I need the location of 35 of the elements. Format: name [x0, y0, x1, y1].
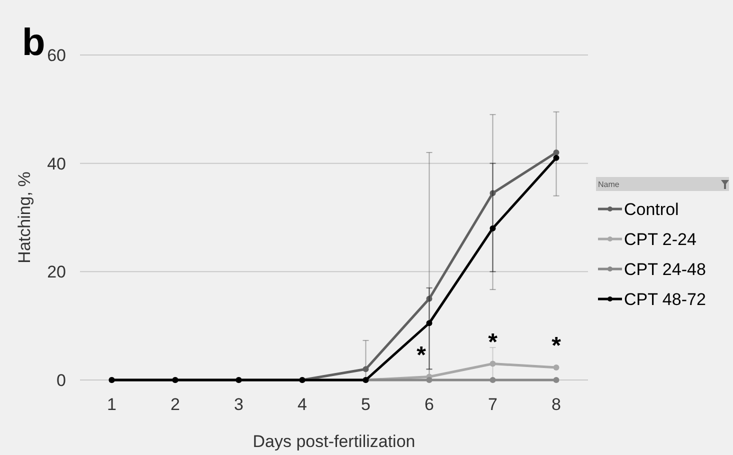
point — [553, 154, 560, 161]
y-tick-label: 60 — [47, 46, 66, 65]
point — [553, 364, 560, 371]
legend-title: Name — [598, 180, 620, 189]
x-tick-label: 5 — [361, 395, 370, 414]
y-tick-label: 20 — [47, 262, 66, 282]
point — [426, 377, 432, 383]
x-tick-label: 1 — [107, 395, 116, 414]
chart-title: b — [22, 22, 46, 64]
x-tick-label: 4 — [298, 395, 307, 414]
x-tick-label: 8 — [552, 395, 561, 414]
point — [490, 190, 496, 196]
annotation: * — [488, 328, 498, 356]
x-tick-label: 6 — [424, 395, 434, 414]
annotation: * — [552, 332, 562, 360]
annotation: * — [416, 342, 427, 369]
x-tick-label: 2 — [170, 395, 180, 414]
point — [490, 377, 496, 383]
point — [426, 296, 432, 302]
legend-label: CPT 24-48 — [624, 260, 706, 279]
y-tick-label: 0 — [56, 370, 66, 390]
x-axis-title: Days post-fertilization — [252, 432, 416, 451]
point — [553, 150, 560, 156]
y-axis-title: Hatching, % — [15, 172, 34, 264]
point — [362, 366, 369, 372]
x-tick-label: 3 — [234, 395, 244, 414]
legend-label: CPT 2-24 — [624, 230, 696, 249]
x-tick-label: 7 — [488, 395, 498, 414]
legend-label: Control — [624, 200, 679, 219]
point — [490, 225, 496, 232]
y-tick-label: 40 — [47, 154, 66, 174]
point — [490, 360, 496, 367]
legend-label: CPT 48-72 — [624, 290, 706, 309]
point — [553, 377, 560, 383]
point — [426, 320, 432, 326]
